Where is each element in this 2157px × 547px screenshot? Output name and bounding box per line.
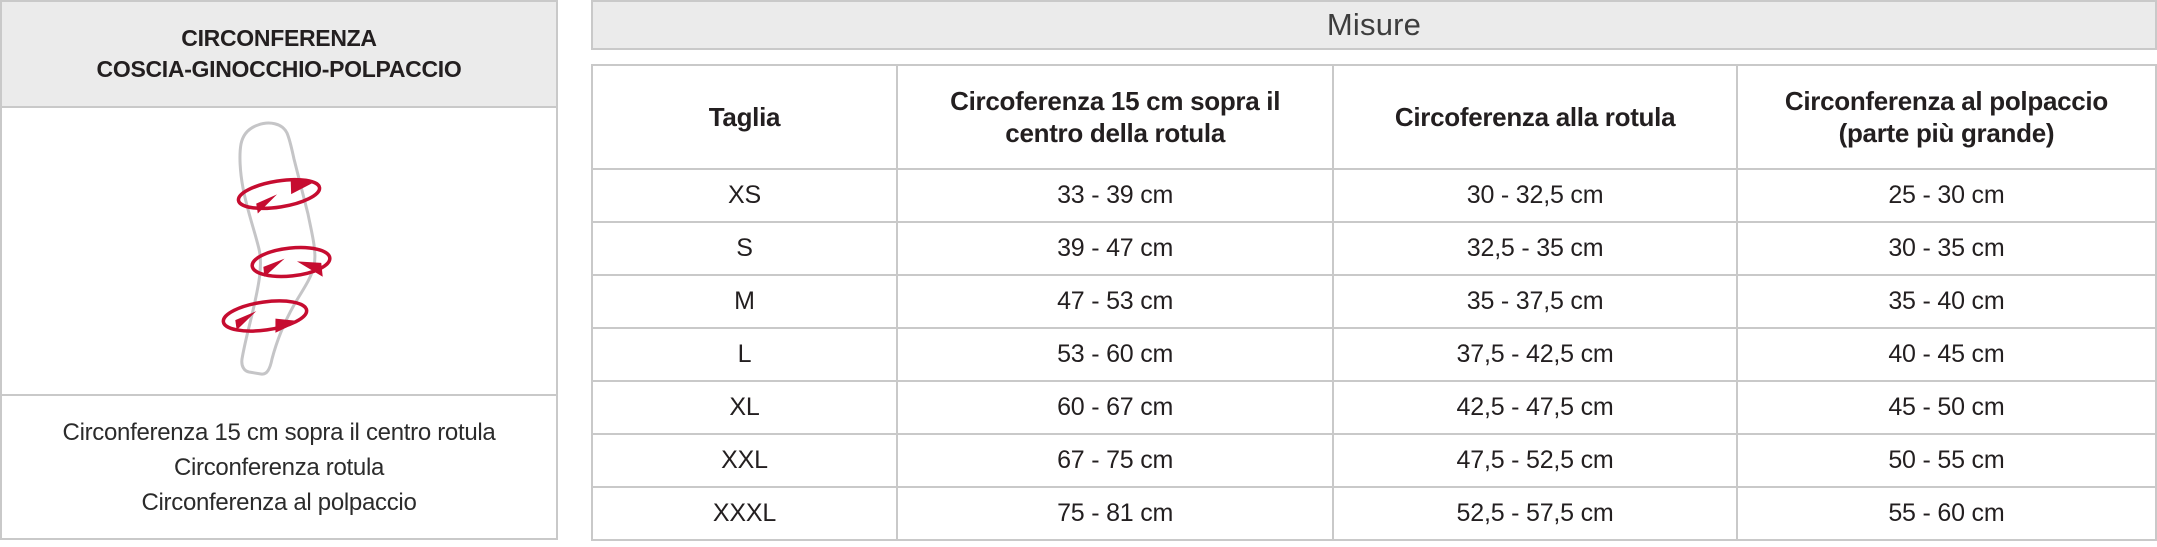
size-cell: XXXL	[591, 486, 898, 541]
panel-table-gap	[558, 0, 591, 547]
size-cell: XL	[591, 380, 898, 435]
thigh-circumference-arrow	[236, 177, 322, 214]
measure-cell: 47 - 53 cm	[895, 274, 1335, 329]
measure-cell: 47,5 - 52,5 cm	[1332, 433, 1738, 488]
caption-line: Circonferenza al polpaccio	[141, 488, 417, 516]
bent-leg-with-circumference-arrows-icon	[221, 121, 332, 376]
table-row: XL 60 - 67 cm 42,5 - 47,5 cm 45 - 50 cm	[591, 380, 2157, 435]
measure-cell: 32,5 - 35 cm	[1332, 221, 1738, 276]
column-header: Circonferenza al polpaccio (parte più gr…	[1735, 64, 2157, 170]
table-row: L 53 - 60 cm 37,5 - 42,5 cm 40 - 45 cm	[591, 327, 2157, 382]
measure-cell: 50 - 55 cm	[1735, 433, 2157, 488]
panel-title-line1: CIRCONFERENZA	[181, 25, 377, 51]
measure-cell: 55 - 60 cm	[1735, 486, 2157, 541]
measure-cell: 33 - 39 cm	[895, 168, 1335, 223]
size-cell: XXL	[591, 433, 898, 488]
leg-diagram	[0, 108, 558, 394]
size-table: Taglia Circoferenza 15 cm sopra il centro…	[591, 64, 2157, 541]
table-row: XS 33 - 39 cm 30 - 32,5 cm 25 - 30 cm	[591, 168, 2157, 223]
column-header: Circoferenza 15 cm sopra il centro della…	[895, 64, 1335, 170]
measure-cell: 42,5 - 47,5 cm	[1332, 380, 1738, 435]
panel-title: CIRCONFERENZA COSCIA-GINOCCHIO-POLPACCIO	[0, 0, 558, 108]
measure-cell: 30 - 35 cm	[1735, 221, 2157, 276]
table-row: XXXL 75 - 81 cm 52,5 - 57,5 cm 55 - 60 cm	[591, 486, 2157, 541]
measure-cell: 25 - 30 cm	[1735, 168, 2157, 223]
column-header: Circoferenza alla rotula	[1332, 64, 1738, 170]
measure-cell: 67 - 75 cm	[895, 433, 1335, 488]
table-row: M 47 - 53 cm 35 - 37,5 cm 35 - 40 cm	[591, 274, 2157, 329]
measure-cell: 75 - 81 cm	[895, 486, 1335, 541]
size-cell: M	[591, 274, 898, 329]
measure-cell: 37,5 - 42,5 cm	[1332, 327, 1738, 382]
panel-title-line2: COSCIA-GINOCCHIO-POLPACCIO	[96, 56, 462, 82]
table-title: Misure	[591, 0, 2157, 50]
table-header-row: Taglia Circoferenza 15 cm sopra il centro…	[591, 64, 2157, 170]
size-cell: S	[591, 221, 898, 276]
measure-cell: 40 - 45 cm	[1735, 327, 2157, 382]
measure-cell: 30 - 32,5 cm	[1332, 168, 1738, 223]
measure-cell: 39 - 47 cm	[895, 221, 1335, 276]
table-row: XXL 67 - 75 cm 47,5 - 52,5 cm 50 - 55 cm	[591, 433, 2157, 488]
measure-cell: 35 - 40 cm	[1735, 274, 2157, 329]
title-table-gap	[591, 50, 2157, 64]
caption-line: Circonferenza rotula	[173, 453, 385, 481]
size-cell: XS	[591, 168, 898, 223]
measure-cell: 45 - 50 cm	[1735, 380, 2157, 435]
calf-circumference-arrow	[221, 299, 309, 333]
size-table-section: Misure Taglia Circoferenza 15 cm sopra il…	[591, 0, 2157, 547]
measure-cell: 60 - 67 cm	[895, 380, 1335, 435]
measure-cell: 52,5 - 57,5 cm	[1332, 486, 1738, 541]
table-row: S 39 - 47 cm 32,5 - 35 cm 30 - 35 cm	[591, 221, 2157, 276]
measurement-guide-panel: CIRCONFERENZA COSCIA-GINOCCHIO-POLPACCIO	[0, 0, 558, 547]
measure-cell: 53 - 60 cm	[895, 327, 1335, 382]
measure-cell: 35 - 37,5 cm	[1332, 274, 1738, 329]
column-header: Taglia	[591, 64, 898, 170]
measurement-caption: Circonferenza 15 cm sopra il centro rotu…	[0, 394, 558, 540]
caption-line: Circonferenza 15 cm sopra il centro rotu…	[62, 418, 496, 446]
size-cell: L	[591, 327, 898, 382]
